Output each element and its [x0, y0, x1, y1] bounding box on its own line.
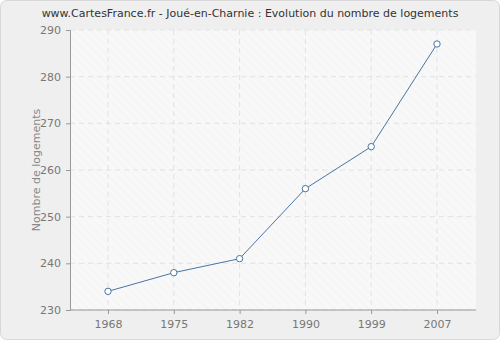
- tick: 1982: [226, 310, 254, 331]
- tick-label: 260: [40, 164, 61, 177]
- grid-line: [70, 170, 476, 171]
- tick: 280: [40, 71, 70, 84]
- tick-mark: [66, 123, 70, 124]
- tick: 2007: [424, 310, 452, 331]
- line: [108, 44, 437, 291]
- tick: 260: [40, 164, 70, 177]
- tick-mark: [66, 310, 70, 311]
- tick-mark: [66, 77, 70, 78]
- point: [171, 269, 177, 275]
- grid-line: [305, 30, 306, 310]
- grid-line: [108, 30, 109, 310]
- tick-label: 240: [40, 257, 61, 270]
- tick-mark: [66, 30, 70, 31]
- tick-label: 1999: [358, 318, 386, 331]
- grid-line: [371, 30, 372, 310]
- tick-label: 2007: [424, 318, 452, 331]
- tick-label: 270: [40, 117, 61, 130]
- tick-label: 1990: [292, 318, 320, 331]
- tick-label: 250: [40, 211, 61, 224]
- tick-mark: [66, 170, 70, 171]
- background: [1, 1, 500, 340]
- title: www.CartesFrance.fr - Joué-en-Charnie : …: [42, 7, 459, 20]
- tick-label: 290: [40, 24, 61, 37]
- axis-line: [70, 310, 476, 311]
- grid-line: [239, 30, 240, 310]
- chart: 230 240 250 260 270 280 290 1968 1975 1982 1990 199…: [0, 0, 500, 340]
- x-axis: 1968 1975 1982 1990 1999 2007: [70, 310, 476, 331]
- tick: 250: [40, 211, 70, 224]
- tick: 1990: [292, 310, 320, 331]
- point: [368, 143, 374, 149]
- tick: 270: [40, 117, 70, 130]
- point: [302, 185, 308, 191]
- tick-label: 230: [40, 304, 61, 317]
- tick: 240: [40, 257, 70, 270]
- tick-mark: [66, 217, 70, 218]
- plot-area: [70, 30, 476, 310]
- grid-line: [70, 310, 476, 311]
- tick-mark: [174, 310, 175, 314]
- y-axis: 230 240 250 260 270 280 290: [40, 24, 71, 317]
- grid: [70, 30, 476, 310]
- tick-label: 1975: [160, 318, 188, 331]
- grid-line: [70, 30, 476, 31]
- grid-line: [70, 76, 476, 77]
- tick-mark: [66, 263, 70, 264]
- tick: 1999: [358, 310, 386, 331]
- tick-label: 1968: [95, 318, 123, 331]
- y-axis-title: Nombre de logements: [30, 108, 43, 231]
- tick-mark: [437, 310, 438, 314]
- tick: 290: [40, 24, 70, 37]
- point: [236, 255, 242, 261]
- tick-label: 1982: [226, 318, 254, 331]
- tick-mark: [240, 310, 241, 314]
- marks: [105, 41, 440, 295]
- point: [105, 288, 111, 294]
- tick: 1968: [95, 310, 123, 331]
- tick: 1975: [160, 310, 188, 331]
- tick-label: 280: [40, 71, 61, 84]
- tick-mark: [371, 310, 372, 314]
- grid-line: [70, 123, 476, 124]
- point: [434, 41, 440, 47]
- grid-line: [437, 30, 438, 310]
- grid-line: [70, 263, 476, 264]
- tick-mark: [305, 310, 306, 314]
- tick: 230: [40, 304, 70, 317]
- axis-line: [66, 31, 71, 311]
- grid-line: [173, 30, 174, 310]
- tick-mark: [108, 310, 109, 314]
- grid-line: [70, 216, 476, 217]
